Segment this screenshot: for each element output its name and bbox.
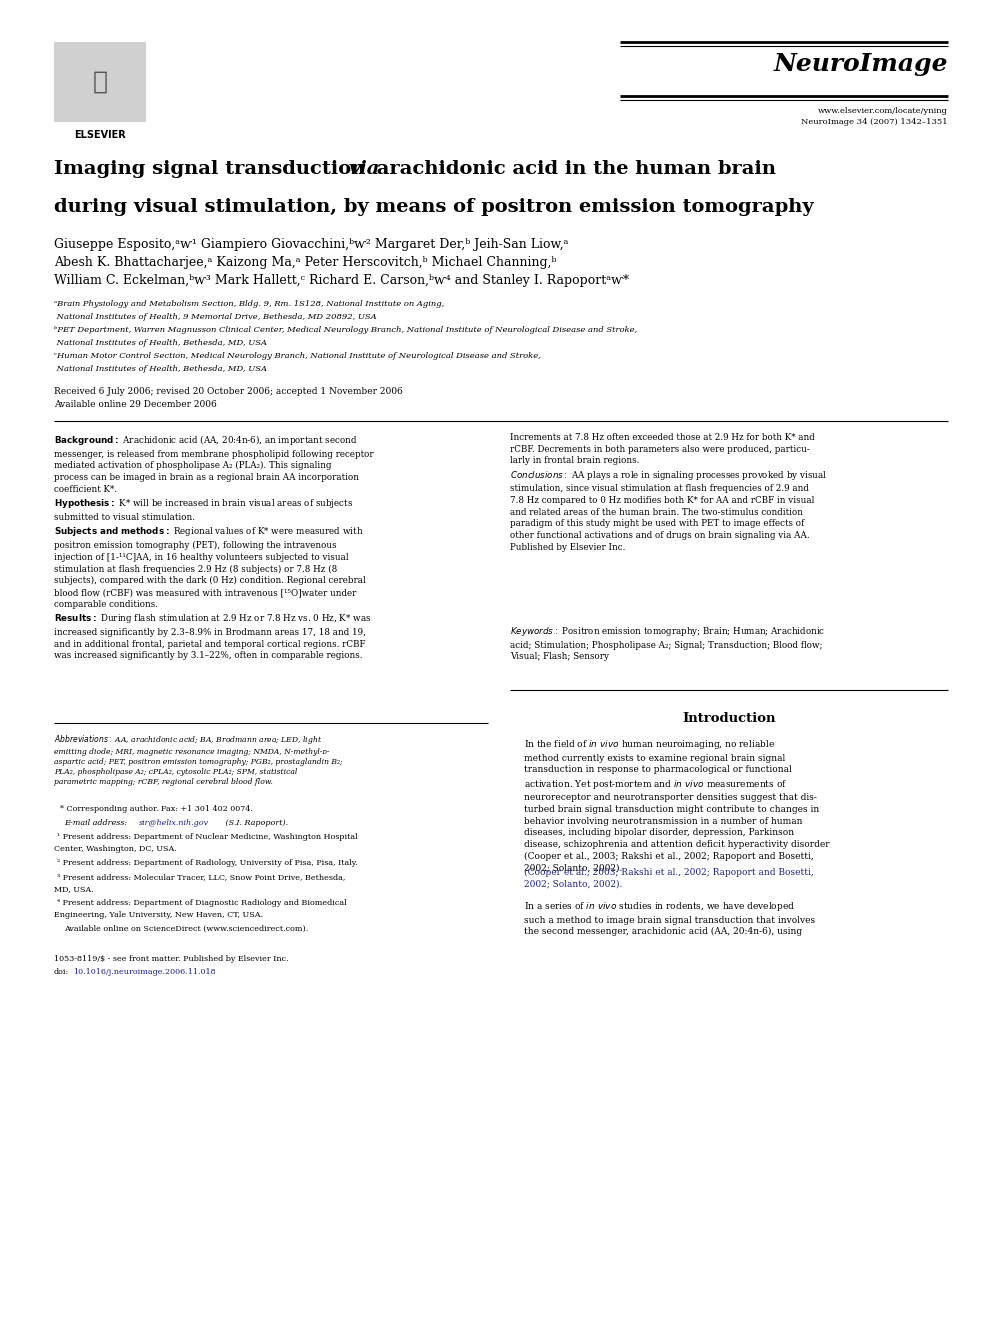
Text: via: via: [349, 160, 380, 179]
Text: NeuroImage 34 (2007) 1342–1351: NeuroImage 34 (2007) 1342–1351: [802, 118, 948, 126]
Text: Received 6 July 2006; revised 20 October 2006; accepted 1 November 2006: Received 6 July 2006; revised 20 October…: [54, 388, 403, 396]
Text: William C. Eckelman,ᵇⱳ³ Mark Hallett,ᶜ Richard E. Carson,ᵇⱳ⁴ and Stanley I. Rapo: William C. Eckelman,ᵇⱳ³ Mark Hallett,ᶜ R…: [54, 274, 629, 287]
Text: National Institutes of Health, 9 Memorial Drive, Bethesda, MD 20892, USA: National Institutes of Health, 9 Memoria…: [54, 314, 377, 321]
Text: sir@helix.nih.gov: sir@helix.nih.gov: [139, 819, 209, 827]
Text: ᵇPET Department, Warren Magnusson Clinical Center, Medical Neurology Branch, Nat: ᵇPET Department, Warren Magnusson Clinic…: [54, 325, 637, 333]
Text: Engineering, Yale University, New Haven, CT, USA.: Engineering, Yale University, New Haven,…: [54, 912, 263, 919]
Text: 🌲: 🌲: [92, 70, 107, 94]
Text: doi:: doi:: [54, 968, 69, 976]
Text: www.elsevier.com/locate/yning: www.elsevier.com/locate/yning: [818, 107, 948, 115]
Text: In the field of $\it{in\ vivo}$ human neuroimaging, no reliable
method currently: In the field of $\it{in\ vivo}$ human ne…: [524, 738, 829, 873]
Text: MD, USA.: MD, USA.: [54, 885, 94, 893]
Text: ᶜHuman Motor Control Section, Medical Neurology Branch, National Institute of Ne: ᶜHuman Motor Control Section, Medical Ne…: [54, 352, 541, 360]
Text: * Corresponding author. Fax: +1 301 402 0074.: * Corresponding author. Fax: +1 301 402 …: [60, 804, 253, 814]
Text: $\bf{Background:}$ Arachidonic acid (AA, 20:4n-6), an important second
messenger: $\bf{Background:}$ Arachidonic acid (AA,…: [54, 433, 374, 660]
Text: ¹ Present address: Department of Nuclear Medicine, Washington Hospital: ¹ Present address: Department of Nuclear…: [57, 833, 358, 841]
Text: Center, Washington, DC, USA.: Center, Washington, DC, USA.: [54, 845, 177, 853]
Text: ⁴ Present address: Department of Diagnostic Radiology and Biomedical: ⁴ Present address: Department of Diagnos…: [57, 900, 346, 908]
Text: ᵃBrain Physiology and Metabolism Section, Bldg. 9, Rm. 1S128, National Institute: ᵃBrain Physiology and Metabolism Section…: [54, 300, 444, 308]
Text: ² Present address: Department of Radiology, University of Pisa, Pisa, Italy.: ² Present address: Department of Radiolo…: [57, 859, 358, 867]
Text: arachidonic acid in the human brain: arachidonic acid in the human brain: [370, 160, 776, 179]
Text: Introduction: Introduction: [682, 712, 776, 725]
Text: $\it{Abbreviations:}$ AA, arachidonic acid; BA, Brodmann area; LED, light
emitti: $\it{Abbreviations:}$ AA, arachidonic ac…: [54, 733, 342, 786]
Text: National Institutes of Health, Bethesda, MD, USA: National Institutes of Health, Bethesda,…: [54, 339, 267, 347]
Text: National Institutes of Health, Bethesda, MD, USA: National Institutes of Health, Bethesda,…: [54, 365, 267, 373]
Text: Available online 29 December 2006: Available online 29 December 2006: [54, 400, 216, 409]
Text: NeuroImage: NeuroImage: [774, 52, 948, 75]
Text: (Cooper et al., 2003; Rakshi et al., 2002; Rapoport and Bosetti,
2002; Solanto, : (Cooper et al., 2003; Rakshi et al., 200…: [524, 868, 813, 889]
Text: Abesh K. Bhattacharjee,ᵃ Kaizong Ma,ᵃ Peter Herscovitch,ᵇ Michael Channing,ᵇ: Abesh K. Bhattacharjee,ᵃ Kaizong Ma,ᵃ Pe…: [54, 255, 557, 269]
Text: E-mail address:: E-mail address:: [64, 819, 130, 827]
Text: (S.I. Rapoport).: (S.I. Rapoport).: [223, 819, 288, 827]
Text: Imaging signal transduction: Imaging signal transduction: [54, 160, 372, 179]
Bar: [54, 42, 146, 122]
Text: during visual stimulation, by means of positron emission tomography: during visual stimulation, by means of p…: [54, 198, 813, 216]
Text: 10.1016/j.neuroimage.2006.11.018: 10.1016/j.neuroimage.2006.11.018: [73, 968, 215, 976]
Text: Increments at 7.8 Hz often exceeded those at 2.9 Hz for both K* and
rCBF. Decrem: Increments at 7.8 Hz often exceeded thos…: [510, 433, 827, 552]
Text: 1053-8119/$ - see front matter. Published by Elsevier Inc.: 1053-8119/$ - see front matter. Publishe…: [54, 955, 289, 963]
Text: Giuseppe Esposito,ᵃⱳ¹ Giampiero Giovacchini,ᵇⱳ² Margaret Der,ᵇ Jeih-San Liow,ᵃ: Giuseppe Esposito,ᵃⱳ¹ Giampiero Giovacch…: [54, 238, 568, 251]
Text: ELSEVIER: ELSEVIER: [74, 130, 126, 140]
Text: $\it{Keywords:}$ Positron emission tomography; Brain; Human; Arachidonic
acid; S: $\it{Keywords:}$ Positron emission tomog…: [510, 624, 825, 662]
Text: In a series of $\it{in\ vivo}$ studies in rodents, we have developed
such a meth: In a series of $\it{in\ vivo}$ studies i…: [524, 900, 815, 937]
Text: ³ Present address: Molecular Tracer, LLC, Snow Point Drive, Bethesda,: ³ Present address: Molecular Tracer, LLC…: [57, 873, 345, 881]
Text: Available online on ScienceDirect (www.sciencedirect.com).: Available online on ScienceDirect (www.s…: [64, 925, 309, 933]
